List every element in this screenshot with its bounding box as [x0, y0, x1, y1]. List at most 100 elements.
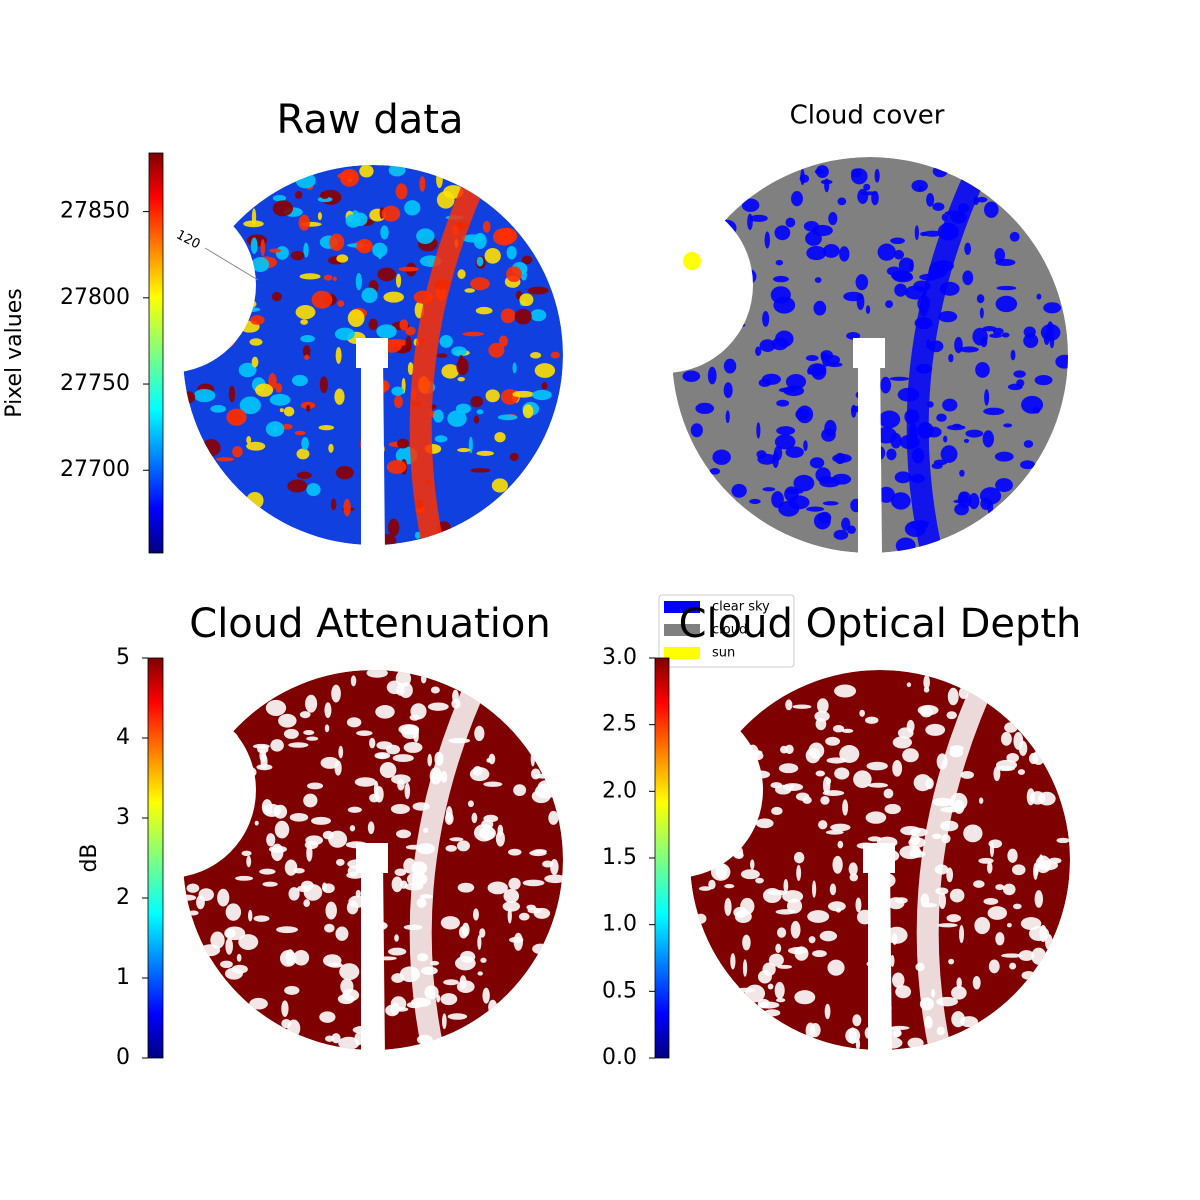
blob	[290, 250, 305, 261]
legend-label: cloud	[712, 623, 747, 638]
blob	[982, 430, 994, 448]
blob	[483, 781, 503, 787]
blob	[354, 777, 377, 787]
blob	[773, 296, 796, 314]
blob	[1010, 349, 1016, 361]
colorbar-tick-label: 5	[116, 645, 130, 670]
blob	[995, 932, 1005, 946]
blob	[436, 171, 443, 189]
blob	[777, 964, 793, 969]
blob	[350, 675, 357, 687]
blob	[311, 816, 332, 825]
blob	[303, 730, 315, 736]
blob	[812, 950, 827, 958]
blob	[749, 214, 768, 222]
blob	[338, 1036, 360, 1050]
blob	[982, 325, 997, 332]
blob	[775, 943, 782, 954]
blob	[455, 403, 471, 414]
blob	[848, 862, 858, 876]
blob	[210, 931, 225, 949]
streak	[906, 160, 990, 548]
blob	[322, 883, 335, 894]
blob	[899, 845, 922, 860]
blob	[283, 406, 295, 417]
blob	[814, 168, 824, 175]
blob	[889, 376, 910, 381]
blob	[265, 810, 273, 815]
blob	[347, 806, 362, 813]
blob	[892, 972, 905, 988]
blob	[488, 342, 505, 358]
blob	[220, 960, 233, 969]
blob	[772, 451, 779, 469]
blob	[741, 198, 760, 212]
blob	[897, 727, 914, 739]
blob	[984, 389, 990, 406]
blob	[948, 958, 955, 965]
blob	[320, 756, 340, 769]
blob	[965, 429, 984, 438]
blob	[420, 674, 427, 684]
blob	[376, 324, 397, 339]
blob	[503, 888, 520, 904]
blob	[393, 1006, 409, 1012]
blob	[462, 234, 484, 243]
blob	[842, 799, 849, 816]
blob	[892, 1029, 902, 1038]
blob	[238, 362, 257, 378]
blob	[456, 357, 469, 376]
blob	[275, 246, 289, 260]
blob	[369, 737, 376, 749]
blob	[880, 376, 892, 394]
blob	[398, 724, 420, 735]
blob	[507, 907, 512, 924]
blob	[238, 934, 259, 950]
blob	[474, 725, 485, 742]
blob	[361, 287, 378, 303]
blob	[749, 498, 761, 505]
blob	[335, 465, 354, 480]
blob	[767, 983, 774, 990]
sun-marker	[683, 252, 701, 270]
blob	[988, 959, 1000, 974]
blob	[325, 901, 337, 920]
panel-title: Cloud cover	[790, 101, 945, 131]
blob	[936, 413, 947, 422]
blob	[369, 793, 380, 803]
blob	[302, 345, 311, 358]
blob	[271, 291, 282, 302]
blob	[995, 884, 1005, 891]
blob	[959, 925, 965, 944]
blob	[867, 836, 882, 842]
blob	[937, 923, 958, 928]
blob	[964, 242, 972, 255]
blob	[878, 410, 901, 429]
blob	[442, 1013, 447, 1030]
blob	[470, 395, 484, 408]
blob	[456, 980, 475, 994]
blob	[471, 812, 478, 824]
blob	[298, 214, 310, 231]
blob	[482, 220, 491, 233]
blob	[895, 897, 908, 904]
blob	[1043, 331, 1050, 345]
blob	[295, 191, 303, 199]
blob	[249, 338, 263, 346]
blob	[1029, 791, 1046, 805]
blob	[521, 255, 533, 265]
blob	[530, 309, 547, 322]
blob	[317, 212, 322, 221]
blob	[225, 928, 236, 938]
blob	[250, 237, 258, 254]
blob	[339, 963, 360, 981]
blob	[481, 819, 494, 830]
legend-label: clear sky	[712, 600, 770, 615]
blob	[345, 213, 362, 228]
blob	[932, 164, 948, 178]
colorbar-tick-label: 27700	[60, 457, 130, 482]
blob	[895, 985, 912, 999]
blob	[529, 850, 547, 857]
blob	[1048, 857, 1062, 864]
blob	[319, 1011, 336, 1023]
